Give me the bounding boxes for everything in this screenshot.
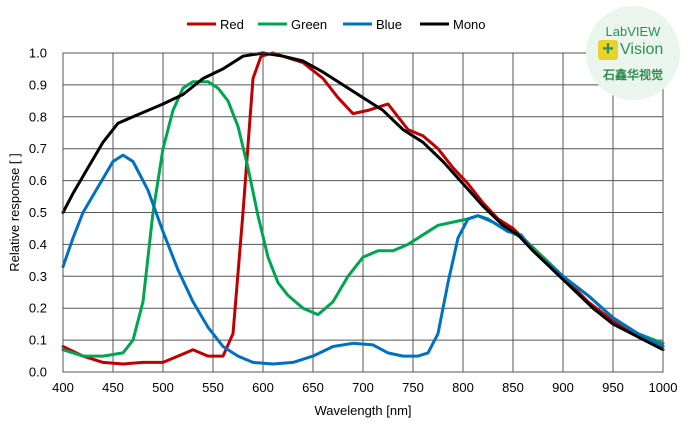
y-tick-label: 0.8 [29, 109, 47, 124]
plot-frame [62, 52, 664, 373]
x-tick-label: 700 [352, 380, 374, 395]
series-lines [61, 51, 665, 366]
x-tick-label: 950 [602, 380, 624, 395]
x-tick-label: 850 [502, 380, 524, 395]
logo-text-chinese: 石鑫华视觉 [602, 68, 663, 82]
y-tick-label: 0.9 [29, 77, 47, 92]
y-axis-label: Relative response [ ] [7, 153, 22, 272]
y-tick-label: 0.6 [29, 173, 47, 188]
x-tick-label: 650 [302, 380, 324, 395]
y-tick-label: 0.2 [29, 301, 47, 316]
y-tick-label: 0.7 [29, 141, 47, 156]
x-tick-label: 750 [402, 380, 424, 395]
y-tick-label: 0.4 [29, 237, 47, 252]
logo-plus-icon: + [598, 39, 618, 60]
labview-vision-logo: LabVIEW + Vision 石鑫华视觉 [586, 6, 680, 100]
x-axis-label: Wavelength [nm] [314, 403, 411, 418]
legend-label-blue: Blue [376, 17, 402, 32]
series-line-red [61, 51, 665, 366]
tick-labels: 400 450 500 550 600 650 700 750 800 850 900 950 1000… [29, 46, 678, 396]
x-tick-label: 550 [202, 380, 224, 395]
x-tick-label: 900 [552, 380, 574, 395]
legend: Red Green Blue Mono [187, 17, 486, 32]
logo-text-labview: LabVIEW [605, 24, 661, 39]
x-tick-label: 500 [152, 380, 174, 395]
logo-text-vision: Vision [620, 41, 664, 58]
x-tick-label: 800 [452, 380, 474, 395]
x-tick-label: 400 [52, 380, 74, 395]
y-tick-label: 0.0 [29, 365, 47, 380]
legend-label-green: Green [291, 17, 327, 32]
x-tick-label: 600 [252, 380, 274, 395]
legend-label-mono: Mono [453, 17, 486, 32]
y-tick-label: 0.5 [29, 205, 47, 220]
x-tick-label: 450 [102, 380, 124, 395]
y-tick-label: 0.1 [29, 333, 47, 348]
y-tick-label: 1.0 [29, 46, 47, 61]
legend-label-red: Red [220, 17, 244, 32]
series-line-mono [61, 51, 665, 352]
x-tick-label: 1000 [649, 380, 678, 395]
y-tick-label: 0.3 [29, 269, 47, 284]
